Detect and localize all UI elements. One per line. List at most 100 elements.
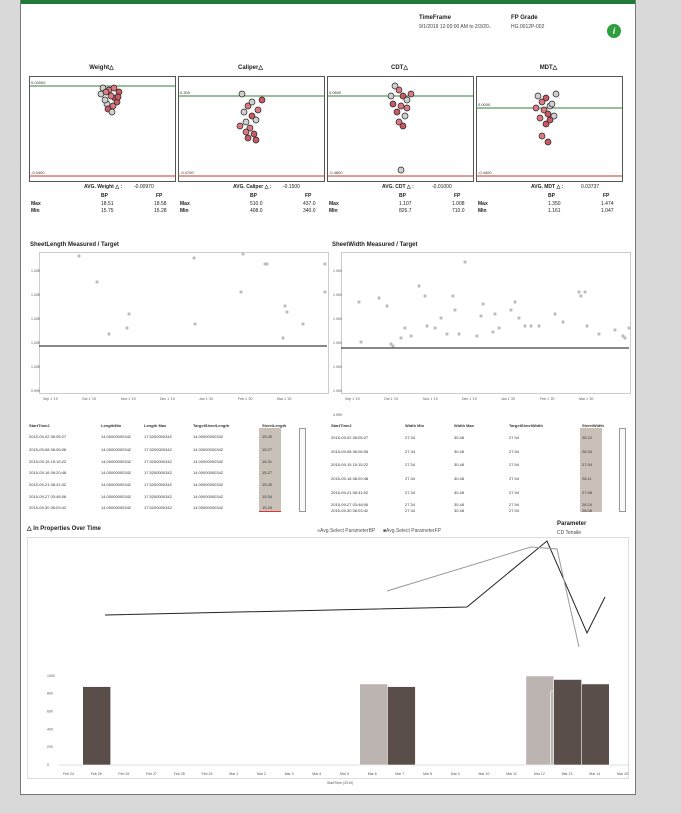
table-cell: 15.34 xyxy=(262,494,273,499)
parameter-value[interactable]: CD Tensile xyxy=(557,530,582,536)
max-label: Max xyxy=(478,201,488,207)
width-scatter: 1.000 1.000 1.000 1.000 1.000 1.000 0.999 Sep 1… xyxy=(333,260,631,417)
data-point xyxy=(457,332,461,336)
data-point xyxy=(493,312,497,316)
x-tick-label: Sep 1 '19 xyxy=(345,397,360,401)
table-cell: 17.5200000342 xyxy=(144,459,172,464)
table-cell: 14.00000000342 xyxy=(193,505,224,510)
x-tick-label: Feb 25 xyxy=(91,772,102,776)
table-cell: 15.27 xyxy=(262,470,273,475)
x-tick-label: Jan 1 '20 xyxy=(199,397,213,401)
bp-header: BP xyxy=(250,193,257,199)
data-point xyxy=(323,262,327,266)
table-cell: 30.48 xyxy=(454,502,465,507)
column-header: SheetWidth xyxy=(582,423,604,428)
x-tick-label: Mar 13 xyxy=(562,772,573,776)
table-cell: 30.48 xyxy=(454,490,465,495)
column-header: Length Max xyxy=(144,423,167,428)
length-scroll-marker xyxy=(259,511,281,512)
panel-title: Weight△ xyxy=(89,65,114,71)
data-point xyxy=(623,336,627,340)
data-point xyxy=(258,96,266,104)
length-highlight-column xyxy=(259,428,281,512)
data-point xyxy=(453,308,457,312)
panel-title: Caliper△ xyxy=(238,65,263,71)
y-tick-label: 1.00E xyxy=(31,317,41,321)
row-timestamp: 2015-09-02 06:05:27 xyxy=(29,434,67,439)
table-cell: 30.48 xyxy=(454,462,465,467)
table-cell: 14.00000000342 xyxy=(193,459,224,464)
avg-value: -0.1500 xyxy=(283,184,300,190)
data-point xyxy=(523,324,527,328)
table-cell: 27.34 xyxy=(405,435,416,440)
data-point xyxy=(239,290,243,294)
data-point xyxy=(301,322,305,326)
table-cell: 17.5200000342 xyxy=(144,447,172,452)
table-cell: 17.5200000342 xyxy=(144,482,172,487)
top-accent-bar xyxy=(21,0,635,4)
data-point xyxy=(544,138,552,146)
y-tick-label: 0.999 xyxy=(31,389,40,393)
panel-marks xyxy=(178,90,324,177)
timeframe-value[interactable]: 9/1/2019 12:00:00 AM to 2/3/20.. xyxy=(419,24,492,30)
column-header: StartTime2 xyxy=(29,423,50,428)
min-label: Min xyxy=(329,208,338,214)
delta-scatter-panel xyxy=(476,76,623,182)
data-point xyxy=(529,324,533,328)
data-point xyxy=(403,104,411,112)
table-cell: 14.00000000342 xyxy=(101,470,132,475)
fp-min-value: 710.0 xyxy=(452,208,465,214)
data-point xyxy=(479,314,483,318)
bp-header: BP xyxy=(548,193,555,199)
row-timestamp: 2015-09-08 06:06:06 xyxy=(331,449,369,454)
data-point xyxy=(110,84,118,92)
grade-value[interactable]: HG.0012P-002 xyxy=(511,24,545,30)
data-point xyxy=(399,92,407,100)
data-point xyxy=(538,98,546,106)
table-cell: 14.00000000342 xyxy=(193,494,224,499)
x-tick-label: Nov 1 '19 xyxy=(121,397,136,401)
avg-label: AVG. CDT △ : xyxy=(382,184,414,190)
data-point xyxy=(395,86,403,94)
fp-header: FP xyxy=(454,193,461,199)
x-tick-label: Feb 1 '20 xyxy=(540,397,555,401)
y-tick-label: 600 xyxy=(47,710,53,714)
row-timestamp: 2015-09-08 06:06:06 xyxy=(29,447,67,452)
data-point xyxy=(252,116,260,124)
y-tick-label: 1.000 xyxy=(333,341,342,345)
data-point xyxy=(391,344,395,348)
table-cell: 14.00000000342 xyxy=(193,482,224,487)
data-point xyxy=(542,94,550,102)
data-point xyxy=(544,110,552,118)
panel-top-label: 0.03000 xyxy=(31,80,46,85)
bar-fp xyxy=(580,683,610,766)
data-point xyxy=(409,334,413,338)
panel-marks xyxy=(327,82,473,177)
table-cell: 27.34 xyxy=(405,490,416,495)
data-point xyxy=(627,326,631,330)
bp-header: BP xyxy=(399,193,406,199)
data-point xyxy=(125,326,129,330)
info-icon[interactable]: i xyxy=(607,24,621,38)
width-table-scrollbar[interactable] xyxy=(619,428,626,512)
x-tick-label: Mar 3 xyxy=(285,772,294,776)
table-cell: 14.00000000342 xyxy=(193,447,224,452)
fp-header: FP xyxy=(603,193,610,199)
table-cell: 27.94 xyxy=(582,462,593,467)
length-chart-title: SheetLength Measured / Target xyxy=(30,242,119,248)
avg-value: 0.03737 xyxy=(581,184,600,190)
x-tick-label: Mar 14 xyxy=(589,772,600,776)
table-cell: 27.94 xyxy=(509,502,520,507)
x-tick-label: Mar 5 xyxy=(340,772,349,776)
fp-max-value: 1.008 xyxy=(452,201,465,207)
bp-min-value: 826.7 xyxy=(399,208,412,214)
length-table-scrollbar[interactable] xyxy=(299,428,306,512)
data-point xyxy=(538,132,546,140)
x-tick-label: Mar 4 xyxy=(312,772,321,776)
x-tick-label: Mar 7 xyxy=(395,772,404,776)
data-point xyxy=(254,106,262,114)
panel-bottom-label: -0.4400 xyxy=(478,170,492,175)
y-tick-label: 800 xyxy=(47,692,53,696)
y-tick-label: 1.00E xyxy=(31,341,41,345)
avg-value: -0.00970 xyxy=(134,184,154,190)
